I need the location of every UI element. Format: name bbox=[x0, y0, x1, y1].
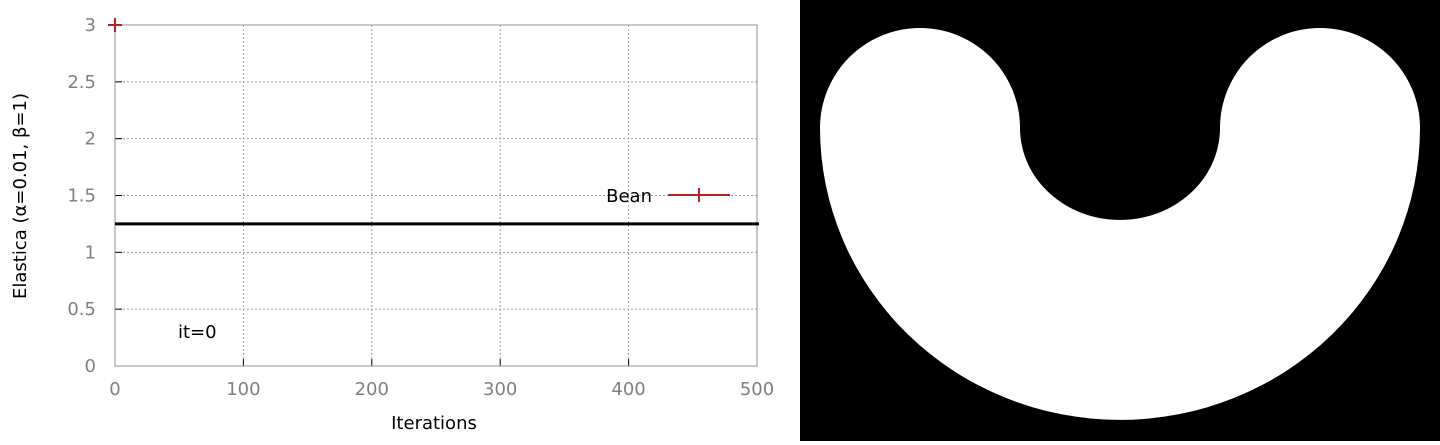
y-tick-label: 2 bbox=[85, 129, 96, 150]
y-tick-label: 0 bbox=[85, 356, 96, 377]
y-tick-label: 1.5 bbox=[67, 186, 96, 207]
grid-lines bbox=[114, 24, 758, 367]
x-tick-label: 0 bbox=[109, 379, 120, 400]
shape-panel bbox=[800, 0, 1440, 441]
y-tick-label: 1 bbox=[85, 242, 96, 263]
tick-labels: 0 100 200 300 400 500 0 0.5 1 1.5 2 2.5 3 bbox=[67, 15, 774, 400]
bean-shape-icon bbox=[820, 28, 1420, 420]
legend-label-bean: Bean bbox=[606, 186, 652, 207]
iteration-annotation: it=0 bbox=[178, 322, 217, 343]
x-tick-label: 300 bbox=[483, 379, 517, 400]
data-points bbox=[108, 18, 122, 32]
y-axis-label: Elastica (α=0.01, β=1) bbox=[10, 93, 31, 299]
x-tick-label: 200 bbox=[355, 379, 389, 400]
y-tick-label: 3 bbox=[85, 15, 96, 36]
bean-shape bbox=[820, 28, 1420, 420]
y-tick-label: 2.5 bbox=[67, 72, 96, 93]
data-point-bean bbox=[108, 18, 122, 32]
x-tick-label: 400 bbox=[611, 379, 645, 400]
x-tick-label: 100 bbox=[226, 379, 260, 400]
plot-frame bbox=[114, 24, 758, 367]
x-tick-label: 500 bbox=[740, 379, 774, 400]
x-axis-label: Iterations bbox=[391, 413, 477, 434]
y-tick-label: 0.5 bbox=[67, 299, 96, 320]
legend: Bean bbox=[606, 186, 730, 207]
